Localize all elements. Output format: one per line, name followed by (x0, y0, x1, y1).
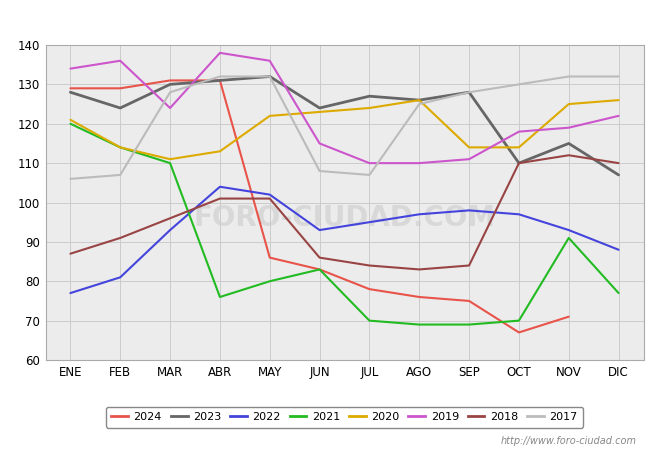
Legend: 2024, 2023, 2022, 2021, 2020, 2019, 2018, 2017: 2024, 2023, 2022, 2021, 2020, 2019, 2018… (106, 406, 583, 428)
Text: http://www.foro-ciudad.com: http://www.foro-ciudad.com (501, 436, 637, 446)
Text: Afiliados en Ojós a 30/11/2024: Afiliados en Ojós a 30/11/2024 (198, 10, 452, 29)
Text: FORO-CIUDAD.COM: FORO-CIUDAD.COM (194, 204, 495, 232)
